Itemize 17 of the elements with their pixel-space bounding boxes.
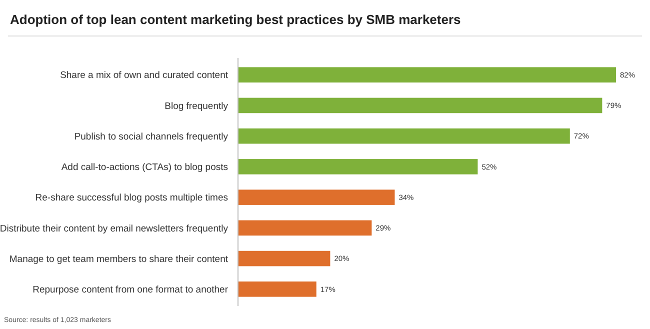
bar [238, 98, 602, 114]
bar [238, 128, 570, 144]
chart-title: Adoption of top lean content marketing best practices by SMB marketers [10, 12, 461, 27]
y-tick-label: Publish to social channels frequently [74, 131, 228, 142]
y-tick-label: Manage to get team members to share their content [9, 254, 228, 265]
y-tick-label: Share a mix of own and curated content [60, 70, 228, 82]
bar [238, 190, 395, 205]
y-tick-label: Add call-to-actions (CTAs) to blog posts [61, 162, 228, 174]
bar [238, 250, 330, 266]
bar [238, 282, 316, 297]
bar [238, 220, 372, 236]
y-tick-label: Re-share successful blog posts multiple times [35, 192, 228, 204]
bar [238, 67, 616, 82]
bar [238, 159, 478, 174]
y-tick-label: Repurpose content from one format to another [32, 284, 228, 296]
y-tick-label: Distribute their content by email newsletters frequently [0, 223, 228, 234]
y-tick-label: Blog frequently [164, 100, 228, 112]
